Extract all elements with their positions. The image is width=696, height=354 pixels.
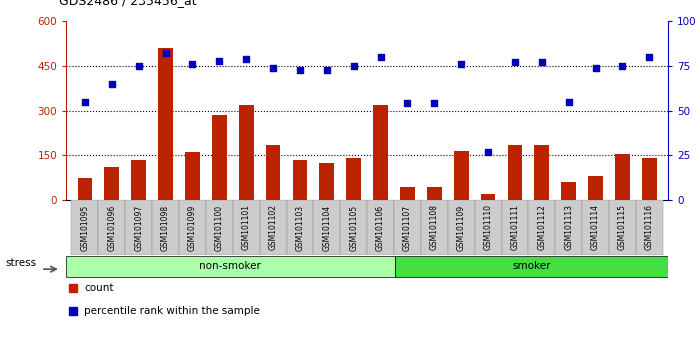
Point bbox=[402, 101, 413, 106]
Point bbox=[482, 149, 493, 155]
Text: GSM101111: GSM101111 bbox=[510, 204, 519, 250]
Point bbox=[563, 99, 574, 104]
Point bbox=[375, 54, 386, 60]
Point bbox=[322, 67, 333, 72]
Point bbox=[509, 59, 521, 65]
Bar bbox=[535, 145, 549, 200]
Bar bbox=[394, 200, 421, 255]
Bar bbox=[232, 200, 260, 255]
Text: GSM101101: GSM101101 bbox=[242, 204, 251, 250]
FancyBboxPatch shape bbox=[66, 256, 395, 277]
Bar bbox=[636, 200, 663, 255]
Point bbox=[133, 63, 144, 69]
Text: GSM101114: GSM101114 bbox=[591, 204, 600, 250]
Point bbox=[79, 99, 90, 104]
Text: GSM101115: GSM101115 bbox=[618, 204, 627, 250]
Bar bbox=[72, 200, 98, 255]
Point bbox=[617, 63, 628, 69]
Text: GSM101105: GSM101105 bbox=[349, 204, 358, 251]
Bar bbox=[555, 200, 582, 255]
Bar bbox=[481, 194, 496, 200]
Bar bbox=[212, 115, 227, 200]
Text: GSM101095: GSM101095 bbox=[81, 204, 89, 251]
Bar bbox=[642, 158, 657, 200]
Point bbox=[187, 61, 198, 67]
Text: GSM101098: GSM101098 bbox=[161, 204, 170, 251]
Text: GDS2486 / 235456_at: GDS2486 / 235456_at bbox=[59, 0, 197, 7]
Text: GSM101099: GSM101099 bbox=[188, 204, 197, 251]
FancyBboxPatch shape bbox=[395, 256, 668, 277]
Bar bbox=[448, 200, 475, 255]
Bar bbox=[319, 163, 334, 200]
Text: GSM101110: GSM101110 bbox=[484, 204, 493, 250]
Bar bbox=[609, 200, 636, 255]
Text: GSM101102: GSM101102 bbox=[269, 204, 278, 250]
Text: GSM101097: GSM101097 bbox=[134, 204, 143, 251]
Bar bbox=[266, 145, 280, 200]
Bar bbox=[373, 105, 388, 200]
Text: percentile rank within the sample: percentile rank within the sample bbox=[84, 306, 260, 316]
Point bbox=[537, 59, 548, 65]
Point bbox=[241, 56, 252, 62]
Point bbox=[294, 67, 306, 72]
Bar bbox=[98, 200, 125, 255]
Bar bbox=[104, 167, 119, 200]
Bar bbox=[421, 200, 448, 255]
Bar bbox=[179, 200, 206, 255]
Point bbox=[267, 65, 278, 70]
Text: GSM101109: GSM101109 bbox=[457, 204, 466, 251]
Bar bbox=[185, 152, 200, 200]
Point bbox=[106, 81, 118, 87]
Bar bbox=[206, 200, 232, 255]
Bar bbox=[528, 200, 555, 255]
Bar bbox=[427, 187, 442, 200]
Text: GSM101104: GSM101104 bbox=[322, 204, 331, 251]
Bar bbox=[582, 200, 609, 255]
Point bbox=[348, 63, 359, 69]
Bar bbox=[475, 200, 502, 255]
Text: GSM101107: GSM101107 bbox=[403, 204, 412, 251]
Text: non-smoker: non-smoker bbox=[199, 261, 261, 272]
Bar bbox=[347, 158, 361, 200]
Bar bbox=[588, 176, 603, 200]
Text: smoker: smoker bbox=[512, 261, 551, 272]
Text: GSM101103: GSM101103 bbox=[295, 204, 304, 251]
Text: stress: stress bbox=[6, 258, 36, 268]
Bar bbox=[132, 160, 146, 200]
Bar bbox=[615, 154, 630, 200]
Bar bbox=[260, 200, 287, 255]
Bar bbox=[292, 160, 308, 200]
Point bbox=[160, 51, 171, 56]
Bar bbox=[507, 145, 523, 200]
Bar bbox=[340, 200, 367, 255]
Bar bbox=[125, 200, 152, 255]
Bar bbox=[77, 178, 93, 200]
Bar bbox=[158, 48, 173, 200]
Text: GSM101100: GSM101100 bbox=[215, 204, 224, 251]
Point bbox=[214, 58, 225, 63]
Point bbox=[429, 101, 440, 106]
Bar bbox=[239, 105, 253, 200]
Bar bbox=[400, 187, 415, 200]
Text: GSM101108: GSM101108 bbox=[430, 204, 439, 250]
Bar bbox=[562, 182, 576, 200]
Point bbox=[644, 54, 655, 60]
Text: count: count bbox=[84, 283, 113, 293]
Bar bbox=[454, 151, 468, 200]
Bar bbox=[313, 200, 340, 255]
Point bbox=[590, 65, 601, 70]
Point bbox=[456, 61, 467, 67]
Text: GSM101106: GSM101106 bbox=[376, 204, 385, 251]
Bar bbox=[502, 200, 528, 255]
Text: GSM101116: GSM101116 bbox=[645, 204, 654, 250]
Text: GSM101112: GSM101112 bbox=[537, 204, 546, 250]
Bar bbox=[287, 200, 313, 255]
Bar bbox=[152, 200, 179, 255]
Text: GSM101096: GSM101096 bbox=[107, 204, 116, 251]
Text: GSM101113: GSM101113 bbox=[564, 204, 574, 250]
Bar bbox=[367, 200, 394, 255]
